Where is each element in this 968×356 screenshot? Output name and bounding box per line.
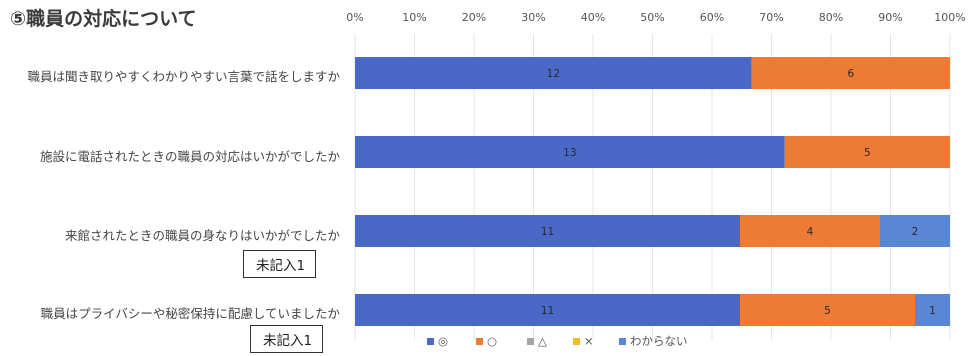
bar-segment (355, 57, 752, 89)
data-label: 6 (847, 68, 854, 80)
blank-answer-note: 未記入1 (250, 325, 324, 353)
bar-segment (355, 215, 740, 247)
category-label: 職員は聞き取りやすくわかりやすい言葉で話をしますか (27, 69, 340, 84)
data-label: 2 (912, 226, 919, 238)
legend-swatch (427, 338, 434, 345)
legend-swatch (573, 338, 580, 345)
chart-title: ⑤職員の対応について (10, 8, 197, 30)
x-tick-label: 0% (346, 11, 363, 24)
x-tick-label: 30% (521, 11, 545, 24)
legend-swatch (527, 338, 534, 345)
legend-label: ◎ (438, 334, 448, 348)
bar-segment (355, 136, 785, 168)
bar-segment (740, 294, 915, 326)
data-label: 1 (929, 305, 936, 317)
legend-swatch (619, 338, 626, 345)
x-tick-label: 90% (878, 11, 902, 24)
data-label: 11 (541, 226, 554, 238)
legend-label: わからない (630, 334, 688, 348)
data-label: 12 (547, 68, 560, 80)
data-label: 4 (807, 226, 814, 238)
data-label: 13 (563, 147, 576, 159)
bar-segment (880, 215, 950, 247)
x-tick-label: 10% (402, 11, 426, 24)
legend-swatch (476, 338, 483, 345)
blank-answer-note: 未記入1 (243, 250, 317, 278)
x-tick-label: 80% (819, 11, 843, 24)
bar-segment (751, 57, 950, 89)
x-tick-label: 20% (462, 11, 486, 24)
data-label: 5 (824, 305, 831, 317)
x-tick-label: 50% (640, 11, 664, 24)
legend-label: △ (538, 334, 547, 348)
data-label: 5 (864, 147, 871, 159)
x-tick-label: 40% (581, 11, 605, 24)
bar-segment (355, 294, 740, 326)
legend-label: × (584, 334, 594, 348)
bar-segment (784, 136, 950, 168)
category-label: 来館されたときの職員の身なりはいかがでしたか (64, 228, 340, 243)
bar-segment (740, 215, 880, 247)
legend-label: ○ (487, 334, 497, 348)
data-label: 11 (541, 305, 554, 317)
category-label: 施設に電話されたときの職員の対応はいかがでしたか (39, 149, 340, 164)
bar-segment (915, 294, 950, 326)
x-tick-label: 100% (934, 11, 965, 24)
x-tick-label: 60% (700, 11, 724, 24)
x-tick-label: 70% (759, 11, 783, 24)
category-label: 職員はプライバシーや秘密保持に配慮していましたか (40, 306, 340, 321)
